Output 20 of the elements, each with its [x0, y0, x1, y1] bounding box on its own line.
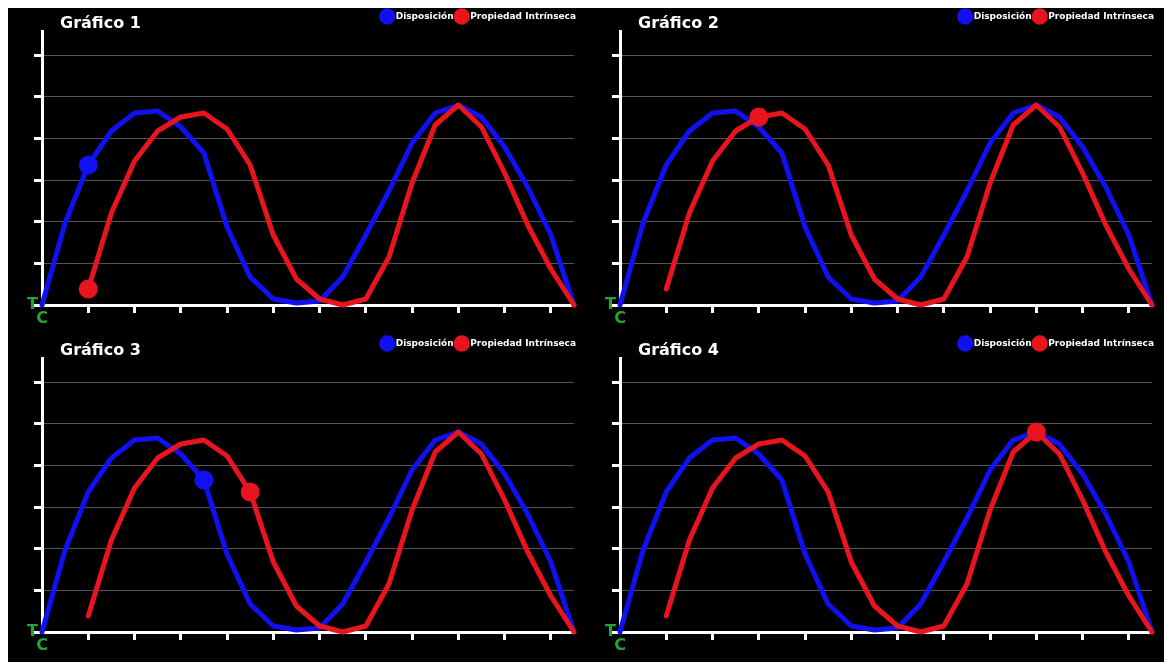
legend-label: Propiedad Intrínseca — [1048, 10, 1155, 21]
text: C — [36, 308, 48, 328]
text: C — [36, 635, 48, 655]
legend-label: Propiedad Intrínseca — [1048, 337, 1155, 348]
text: T — [605, 294, 617, 314]
text: T — [605, 621, 617, 641]
chart-title: Gráfico 2 — [638, 13, 719, 33]
legend-label: Disposición — [973, 10, 1032, 21]
text: T — [27, 621, 39, 641]
text: C — [614, 635, 626, 655]
text: C — [614, 308, 626, 328]
chart-title: Gráfico 4 — [638, 340, 719, 360]
chart-title: Gráfico 3 — [60, 340, 141, 360]
legend-label: Propiedad Intrínseca — [470, 10, 577, 21]
legend-label: Disposición — [395, 337, 454, 348]
chart-title: Gráfico 1 — [60, 13, 141, 33]
text: T — [27, 294, 39, 314]
legend-label: Disposición — [395, 10, 454, 21]
legend-label: Disposición — [973, 337, 1032, 348]
legend-label: Propiedad Intrínseca — [470, 337, 577, 348]
